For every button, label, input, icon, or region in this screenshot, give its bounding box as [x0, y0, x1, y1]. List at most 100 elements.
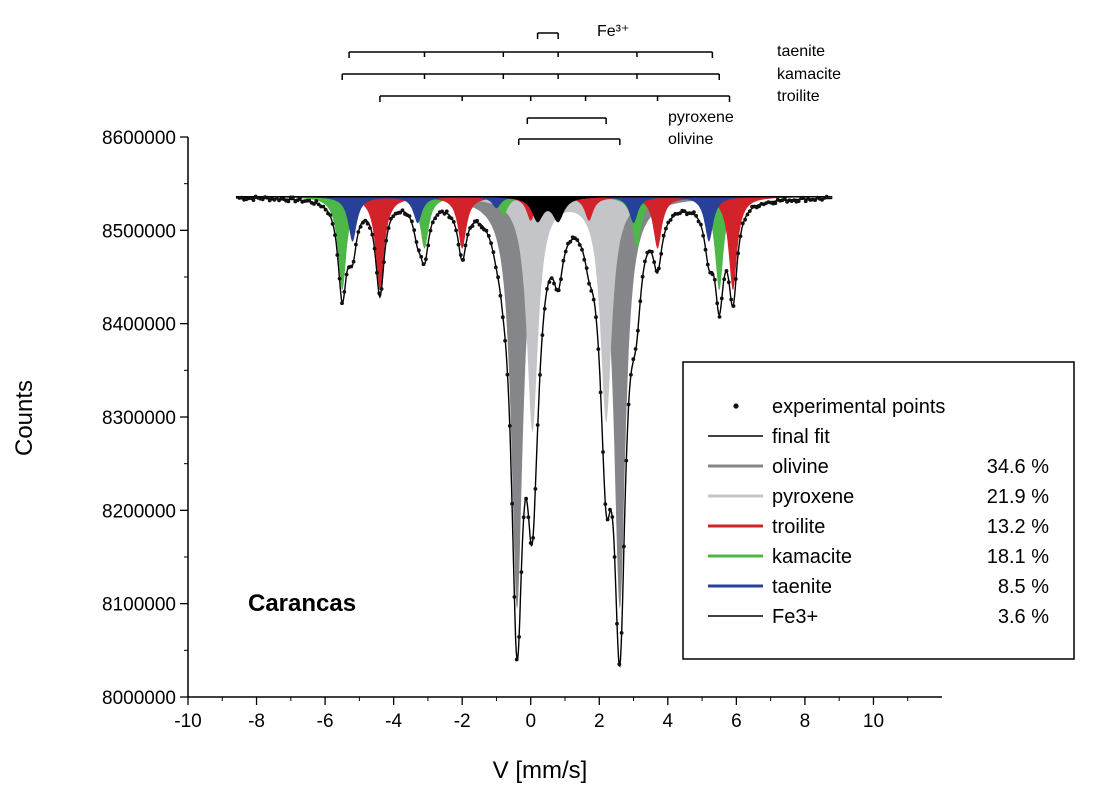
data-point — [598, 390, 603, 395]
data-point — [484, 228, 489, 233]
data-point — [421, 262, 426, 267]
data-point — [384, 238, 389, 243]
data-point — [589, 289, 594, 293]
data-point — [615, 621, 619, 626]
data-point — [601, 450, 605, 454]
data-point — [307, 198, 312, 203]
data-point — [510, 501, 514, 506]
data-point — [547, 280, 552, 284]
legend-entry: kamacite 18.1 % — [708, 546, 1049, 568]
data-point — [400, 208, 405, 213]
data-point — [715, 301, 720, 306]
marker-taenite: taenite — [348, 43, 825, 60]
data-point — [652, 260, 657, 264]
data-point — [740, 221, 745, 226]
data-point — [619, 631, 624, 635]
y-axis-title: Counts — [11, 380, 38, 456]
data-point — [549, 276, 554, 280]
data-point — [563, 249, 568, 254]
data-point — [582, 257, 587, 262]
data-point — [298, 196, 302, 200]
data-point — [610, 515, 615, 519]
data-point — [542, 306, 547, 311]
data-point — [577, 243, 582, 247]
x-tick-label: -10 — [174, 711, 201, 732]
x-tick-label: 10 — [863, 711, 884, 732]
data-point — [351, 259, 356, 264]
data-point — [636, 328, 640, 333]
data-point — [440, 209, 445, 214]
x-tick-label: 8 — [800, 711, 811, 732]
data-point — [622, 544, 626, 549]
legend-percentage: 13.2 % — [987, 516, 1049, 538]
data-point — [757, 204, 761, 209]
data-point — [643, 259, 647, 264]
data-point — [493, 265, 498, 270]
data-point — [372, 246, 377, 251]
data-point — [424, 257, 428, 261]
y-tick-label: 8600000 — [102, 128, 176, 149]
legend-label: troilite — [772, 516, 825, 538]
data-point — [349, 264, 354, 269]
data-point — [661, 233, 666, 238]
data-point — [251, 198, 256, 203]
data-point — [535, 423, 540, 427]
marker-label: kamacite — [777, 66, 841, 83]
data-point — [507, 424, 512, 428]
marker-troilite: troilite — [379, 88, 820, 105]
data-point — [417, 248, 421, 253]
data-point — [505, 372, 510, 377]
data-point — [612, 555, 617, 559]
data-point — [451, 220, 456, 224]
data-point — [503, 338, 507, 343]
legend-percentage: 21.9 % — [987, 486, 1049, 508]
data-point — [391, 214, 396, 219]
data-point — [335, 253, 340, 257]
data-point — [659, 251, 664, 256]
data-point — [414, 240, 419, 244]
marker-pyroxene: pyroxene — [526, 109, 734, 126]
data-point — [824, 194, 829, 199]
component-fill-taenite — [236, 196, 833, 242]
experimental-points-layer — [237, 194, 829, 667]
data-point — [605, 517, 610, 522]
legend-entry: pyroxene 21.9 % — [708, 486, 1049, 508]
data-point — [433, 216, 438, 221]
legend-percentage: 34.6 % — [987, 456, 1049, 478]
data-point — [428, 228, 433, 233]
data-point — [633, 347, 638, 351]
legend-label: final fit — [772, 426, 830, 448]
data-point — [696, 219, 701, 224]
data-point — [386, 226, 391, 231]
data-point — [559, 277, 563, 282]
data-point — [407, 214, 412, 219]
data-point — [489, 241, 493, 246]
data-point — [719, 296, 724, 301]
data-point — [363, 218, 368, 223]
x-tick-label: -4 — [385, 711, 402, 732]
data-point — [465, 232, 470, 237]
data-point — [344, 272, 349, 277]
legend-entry: taenite 8.5 % — [708, 576, 1049, 598]
data-point — [426, 243, 431, 248]
data-point — [631, 357, 636, 362]
data-point — [731, 304, 736, 308]
data-point — [321, 204, 326, 209]
data-point — [444, 209, 449, 214]
legend-label: Fe3+ — [772, 606, 818, 628]
data-point — [412, 228, 417, 233]
legend-label: experimental points — [772, 396, 945, 418]
legend-entry: experimental points — [733, 396, 945, 418]
data-point — [596, 347, 601, 351]
data-point — [738, 234, 743, 239]
marker-label: taenite — [777, 43, 825, 60]
data-point — [337, 276, 342, 281]
data-point — [330, 222, 335, 226]
data-point — [710, 272, 715, 277]
data-point — [603, 502, 608, 506]
data-point — [736, 251, 740, 256]
data-point — [323, 207, 328, 212]
legend-box — [682, 361, 1075, 660]
data-point — [743, 217, 747, 222]
